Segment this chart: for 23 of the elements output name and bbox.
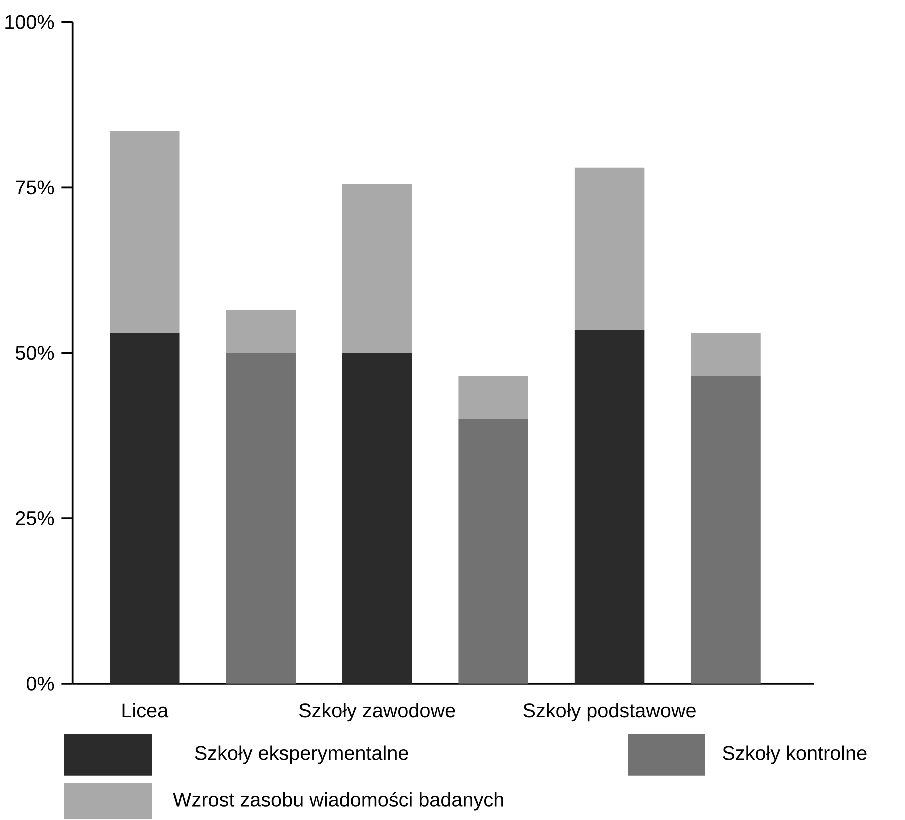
y-tick-label: 25% [16,512,54,526]
legend-label: Szkoły eksperymentalne [195,746,408,764]
bar [691,376,761,684]
y-tick-label: 0% [26,677,54,692]
bar [226,353,296,684]
bar [110,333,180,684]
y-tick-label: 50% [16,346,54,360]
bar [691,333,761,376]
legend-label: Szkoły kontrolne [723,746,867,764]
bar [342,184,412,354]
bar [574,168,645,330]
x-tick-label: Licea [122,703,169,718]
bar [110,132,180,334]
bar [226,310,296,354]
x-tick-label: Szkoły podstawowe [524,703,696,722]
y-tick-label: 100% [6,16,54,30]
bar [458,376,528,420]
bar [574,330,645,684]
legend-label: Wzrost zasobu wiadomości badanych [173,792,504,812]
y-tick-label: 75% [16,180,54,195]
x-tick-label: Szkoły zawodowe [299,703,456,722]
bar [458,419,528,684]
bar [342,353,412,684]
